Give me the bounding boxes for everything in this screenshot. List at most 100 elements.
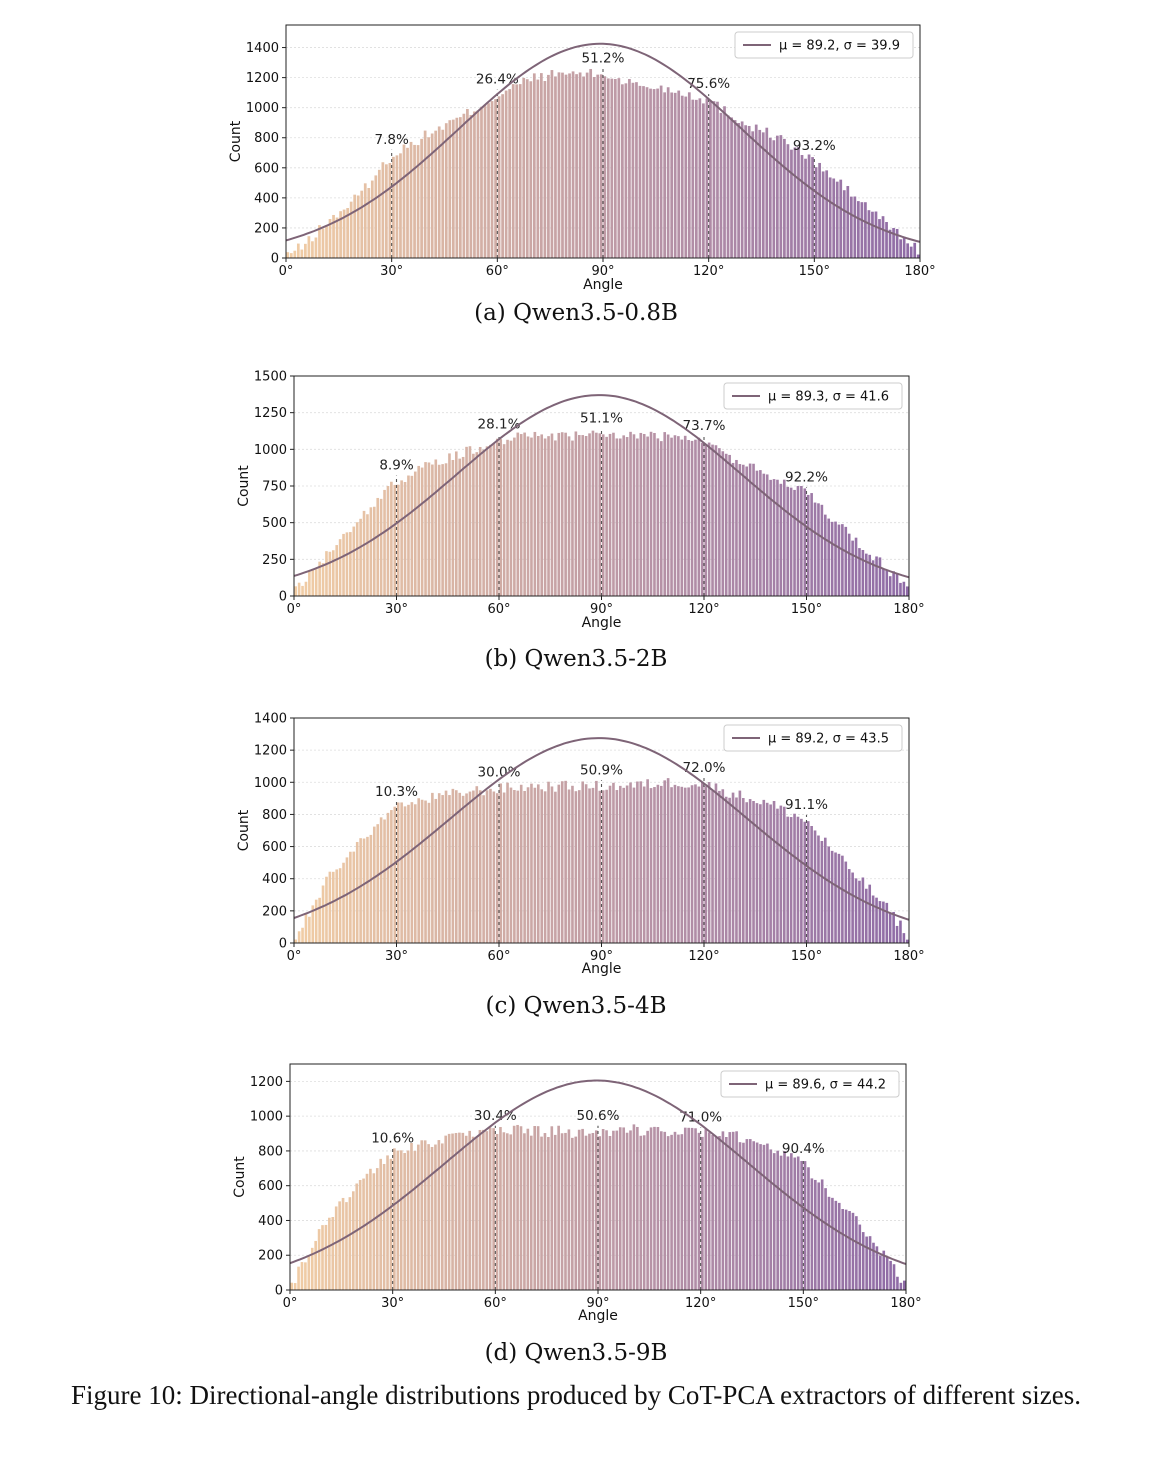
legend-d: μ = 89.6, σ = 44.2 bbox=[720, 1070, 900, 1098]
bar-a-21 bbox=[360, 190, 364, 258]
bar-c-99 bbox=[632, 787, 636, 943]
x-axis-label-d: Angle bbox=[578, 1308, 618, 1324]
bar-b-144 bbox=[786, 486, 790, 596]
marker-label-c-0: 10.3% bbox=[375, 784, 418, 800]
bar-b-179 bbox=[905, 586, 909, 596]
bar-d-89 bbox=[594, 1130, 598, 1290]
bar-d-21 bbox=[362, 1178, 365, 1290]
bar-d-145 bbox=[786, 1156, 790, 1290]
bar-d-110 bbox=[666, 1136, 670, 1290]
bar-d-159 bbox=[834, 1200, 838, 1290]
bar-a-24 bbox=[370, 180, 374, 258]
bar-b-56 bbox=[485, 446, 489, 596]
bar-b-101 bbox=[639, 432, 643, 596]
xtick-label-c-1: 30° bbox=[385, 949, 408, 964]
bar-a-141 bbox=[783, 138, 786, 258]
bar-c-56 bbox=[485, 790, 489, 943]
bar-d-57 bbox=[485, 1131, 489, 1290]
xtick-label-c-3: 90° bbox=[590, 949, 613, 964]
ytick-label-b-1: 250 bbox=[262, 553, 287, 568]
bar-b-88 bbox=[595, 432, 598, 596]
bar-b-10 bbox=[328, 551, 332, 596]
bar-b-40 bbox=[431, 464, 434, 596]
bar-d-38 bbox=[420, 1140, 424, 1290]
bar-b-75 bbox=[550, 433, 554, 596]
ytick-label-d-6: 1200 bbox=[250, 1075, 283, 1090]
bar-b-153 bbox=[817, 503, 820, 596]
bar-a-8 bbox=[314, 237, 318, 258]
bar-c-61 bbox=[502, 792, 506, 943]
bar-b-34 bbox=[410, 475, 414, 596]
bar-c-148 bbox=[800, 818, 803, 943]
bar-d-95 bbox=[615, 1130, 619, 1290]
bar-d-27 bbox=[382, 1163, 386, 1290]
bar-b-169 bbox=[871, 560, 875, 596]
chart-panel-d: 10.6% 30.4% 50.6% 71.0% 90.4% 0 200 400 600 800 10… bbox=[232, 1063, 922, 1366]
bar-d-113 bbox=[677, 1134, 680, 1290]
bar-b-2 bbox=[301, 585, 304, 596]
bar-b-168 bbox=[868, 554, 872, 596]
bar-a-102 bbox=[645, 87, 649, 258]
bar-d-69 bbox=[526, 1128, 530, 1290]
bar-c-102 bbox=[642, 786, 646, 943]
bar-a-97 bbox=[628, 79, 631, 259]
y-axis-label-d: Count bbox=[232, 1156, 248, 1198]
bar-b-81 bbox=[571, 440, 574, 596]
ytick-label-a-5: 1000 bbox=[246, 101, 279, 116]
bar-c-145 bbox=[789, 817, 793, 943]
bar-a-103 bbox=[649, 88, 652, 258]
bar-c-179 bbox=[905, 939, 909, 943]
bar-d-155 bbox=[820, 1179, 824, 1290]
bar-b-13 bbox=[338, 539, 342, 596]
bar-d-31 bbox=[396, 1150, 400, 1290]
bar-b-131 bbox=[741, 464, 745, 596]
subcaption-b: (b) Qwen3.5-2B bbox=[484, 646, 668, 672]
bar-d-168 bbox=[865, 1236, 868, 1290]
bar-a-29 bbox=[388, 163, 392, 258]
bar-d-105 bbox=[649, 1127, 653, 1290]
bar-b-164 bbox=[854, 537, 858, 596]
xtick-label-a-4: 120° bbox=[693, 264, 724, 279]
bar-c-166 bbox=[861, 877, 865, 943]
marker-label-c-2: 50.9% bbox=[580, 762, 623, 778]
bar-d-11 bbox=[328, 1217, 331, 1290]
ytick-label-a-0: 0 bbox=[271, 252, 279, 267]
x-axis-label-b: Angle bbox=[582, 615, 622, 631]
bar-b-94 bbox=[615, 438, 619, 596]
bar-c-134 bbox=[752, 800, 755, 943]
bar-a-85 bbox=[585, 72, 589, 258]
bar-b-115 bbox=[687, 439, 690, 596]
bar-c-12 bbox=[335, 869, 339, 943]
bar-d-30 bbox=[393, 1148, 396, 1290]
bar-d-67 bbox=[519, 1126, 523, 1290]
bar-d-80 bbox=[564, 1132, 567, 1290]
bar-d-106 bbox=[653, 1126, 656, 1290]
bar-c-53 bbox=[475, 786, 479, 943]
xtick-label-c-2: 60° bbox=[487, 949, 510, 964]
bar-b-50 bbox=[465, 446, 468, 596]
bar-c-28 bbox=[390, 810, 393, 943]
bar-a-10 bbox=[321, 228, 325, 258]
xtick-label-a-5: 150° bbox=[799, 264, 830, 279]
bar-d-127 bbox=[725, 1137, 728, 1290]
bar-b-167 bbox=[864, 553, 868, 596]
bar-c-52 bbox=[472, 790, 475, 943]
bar-c-9 bbox=[325, 876, 328, 943]
bar-c-113 bbox=[680, 786, 684, 943]
bar-b-126 bbox=[724, 453, 728, 596]
bar-b-133 bbox=[748, 463, 752, 596]
bar-c-92 bbox=[608, 785, 612, 943]
legend-box-a bbox=[734, 31, 914, 59]
bar-d-171 bbox=[875, 1246, 879, 1290]
ytick-label-a-1: 200 bbox=[254, 221, 279, 236]
bar-d-170 bbox=[872, 1242, 875, 1290]
bar-b-11 bbox=[331, 550, 335, 596]
bar-b-59 bbox=[495, 438, 499, 596]
bar-d-165 bbox=[855, 1216, 858, 1290]
histogram-chart-d: 10.6% 30.4% 50.6% 71.0% 90.4% 0 200 400 600 800 10… bbox=[232, 1063, 922, 1324]
bar-a-19 bbox=[353, 194, 357, 258]
bar-b-14 bbox=[342, 533, 345, 596]
bar-d-166 bbox=[858, 1224, 862, 1290]
bar-c-27 bbox=[386, 812, 390, 943]
ytick-label-b-3: 750 bbox=[262, 480, 287, 495]
